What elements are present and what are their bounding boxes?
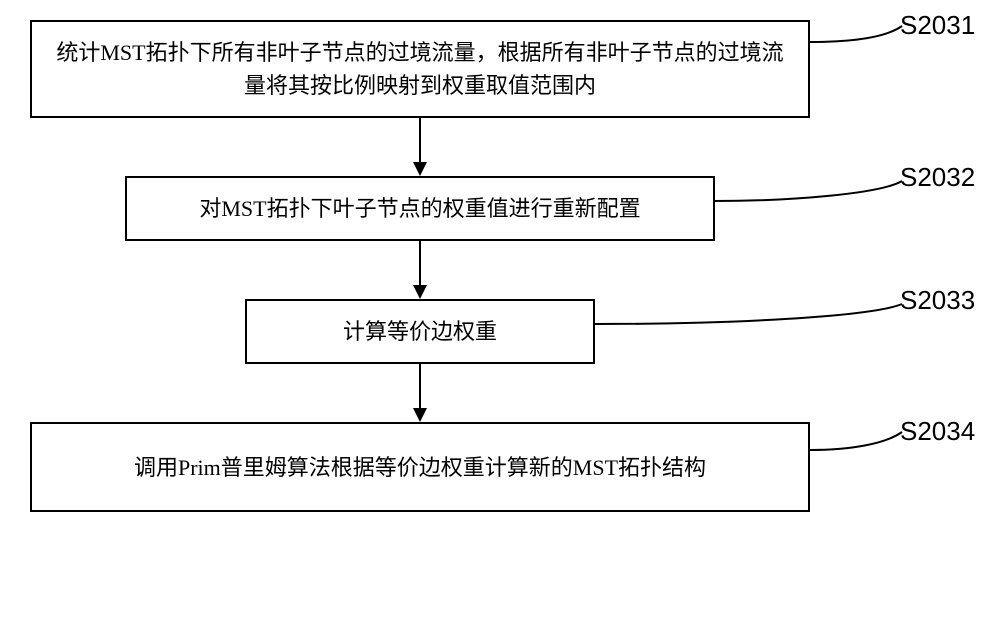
label-hook-1 — [30, 20, 980, 80]
label-hook-4 — [30, 422, 980, 482]
arrow-1 — [30, 118, 810, 176]
step-label-2: S2032 — [900, 162, 975, 193]
arrow-2 — [30, 241, 810, 299]
step-label-4: S2034 — [900, 416, 975, 447]
step-row-4: 调用Prim普里姆算法根据等价边权重计算新的MST拓扑结构 S2034 — [30, 422, 970, 512]
step-row-2: 对MST拓扑下叶子节点的权重值进行重新配置 S2032 — [30, 176, 970, 241]
step-label-1: S2031 — [900, 10, 975, 41]
step-row-1: 统计MST拓扑下所有非叶子节点的过境流量，根据所有非叶子节点的过境流量将其按比例… — [30, 20, 970, 118]
label-hook-2 — [30, 176, 980, 236]
flowchart-container: 统计MST拓扑下所有非叶子节点的过境流量，根据所有非叶子节点的过境流量将其按比例… — [0, 0, 1000, 644]
label-hook-3 — [30, 299, 980, 359]
arrow-3 — [30, 364, 810, 422]
step-label-3: S2033 — [900, 285, 975, 316]
step-row-3: 计算等价边权重 S2033 — [30, 299, 970, 364]
